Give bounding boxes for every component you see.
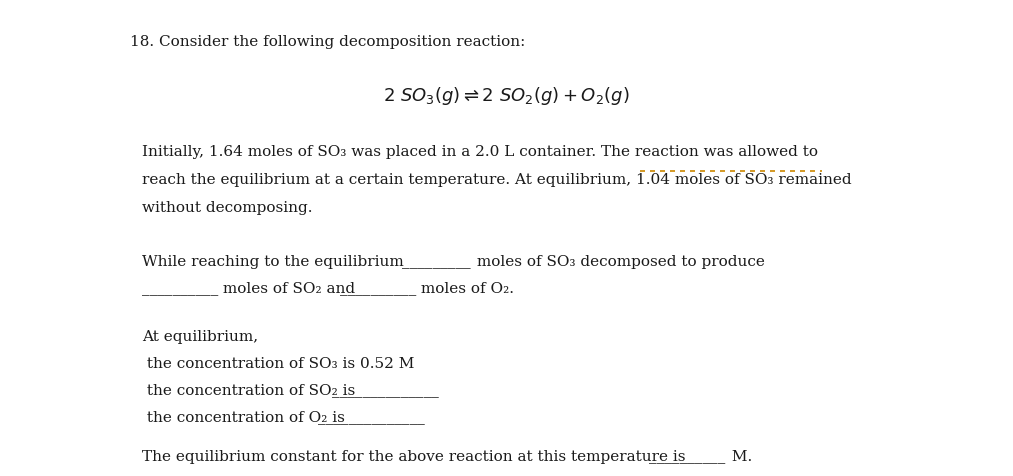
Text: moles of SO₃ decomposed to produce: moles of SO₃ decomposed to produce [472,255,765,268]
Text: While reaching to the equilibrium: While reaching to the equilibrium [142,255,404,268]
Text: M.: M. [727,449,753,463]
Text: __________: __________ [340,281,416,296]
Text: without decomposing.: without decomposing. [142,200,312,215]
Text: ______________: ______________ [318,410,424,424]
Text: __________: __________ [142,281,218,296]
Text: the concentration of SO₂ is: the concentration of SO₂ is [142,383,356,397]
Text: 18. Consider the following decomposition reaction:: 18. Consider the following decomposition… [130,35,526,49]
Text: the concentration of SO₃ is 0.52 M: the concentration of SO₃ is 0.52 M [142,356,414,370]
Text: reach the equilibrium at a certain temperature. At equilibrium, 1.04 moles of SO: reach the equilibrium at a certain tempe… [142,173,852,187]
Text: moles of SO₂ and: moles of SO₂ and [218,281,356,296]
Text: moles of O₂.: moles of O₂. [416,281,514,296]
Text: At equilibrium,: At equilibrium, [142,329,258,343]
Text: The equilibrium constant for the above reaction at this temperature is: The equilibrium constant for the above r… [142,449,686,463]
Text: ______________: ______________ [332,383,439,397]
Text: $2\ SO_3(g) \rightleftharpoons 2\ SO_2(g) + O_2(g)$: $2\ SO_3(g) \rightleftharpoons 2\ SO_2(g… [383,85,630,107]
Text: _________: _________ [402,255,471,268]
Text: __________: __________ [649,449,725,463]
Text: Initially, 1.64 moles of SO₃ was placed in a 2.0 L container. The reaction was a: Initially, 1.64 moles of SO₃ was placed … [142,145,819,159]
Text: the concentration of O₂ is: the concentration of O₂ is [142,410,344,424]
